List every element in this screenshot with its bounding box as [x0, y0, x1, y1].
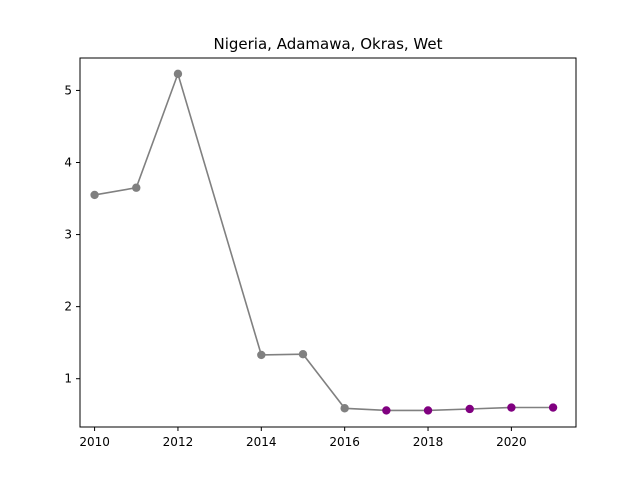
data-point	[173, 69, 183, 79]
x-tick-label: 2020	[496, 435, 527, 449]
y-tick-label: 5	[64, 83, 72, 97]
x-tick-label: 2018	[413, 435, 444, 449]
plot-area-frame	[79, 57, 577, 428]
y-tick-label: 2	[64, 300, 72, 314]
chart-title: Nigeria, Adamawa, Okras, Wet	[214, 35, 443, 53]
x-tick-label: 2012	[163, 435, 194, 449]
data-point	[507, 403, 516, 412]
data-point	[298, 350, 308, 359]
data-point	[257, 350, 266, 360]
data-point	[423, 406, 433, 415]
data-point	[132, 183, 141, 192]
data-point	[548, 403, 558, 412]
data-point	[465, 404, 474, 414]
series-line	[94, 71, 554, 412]
y-tick-label: 4	[64, 156, 72, 170]
data-point	[382, 406, 391, 415]
x-tick-label: 2014	[246, 435, 277, 449]
x-tick-label: 2010	[79, 435, 110, 449]
y-tick-label: 3	[64, 228, 72, 242]
y-tick-label: 1	[64, 372, 72, 386]
data-point	[90, 190, 99, 200]
data-point	[340, 404, 349, 413]
x-tick-label: 2016	[329, 435, 360, 449]
